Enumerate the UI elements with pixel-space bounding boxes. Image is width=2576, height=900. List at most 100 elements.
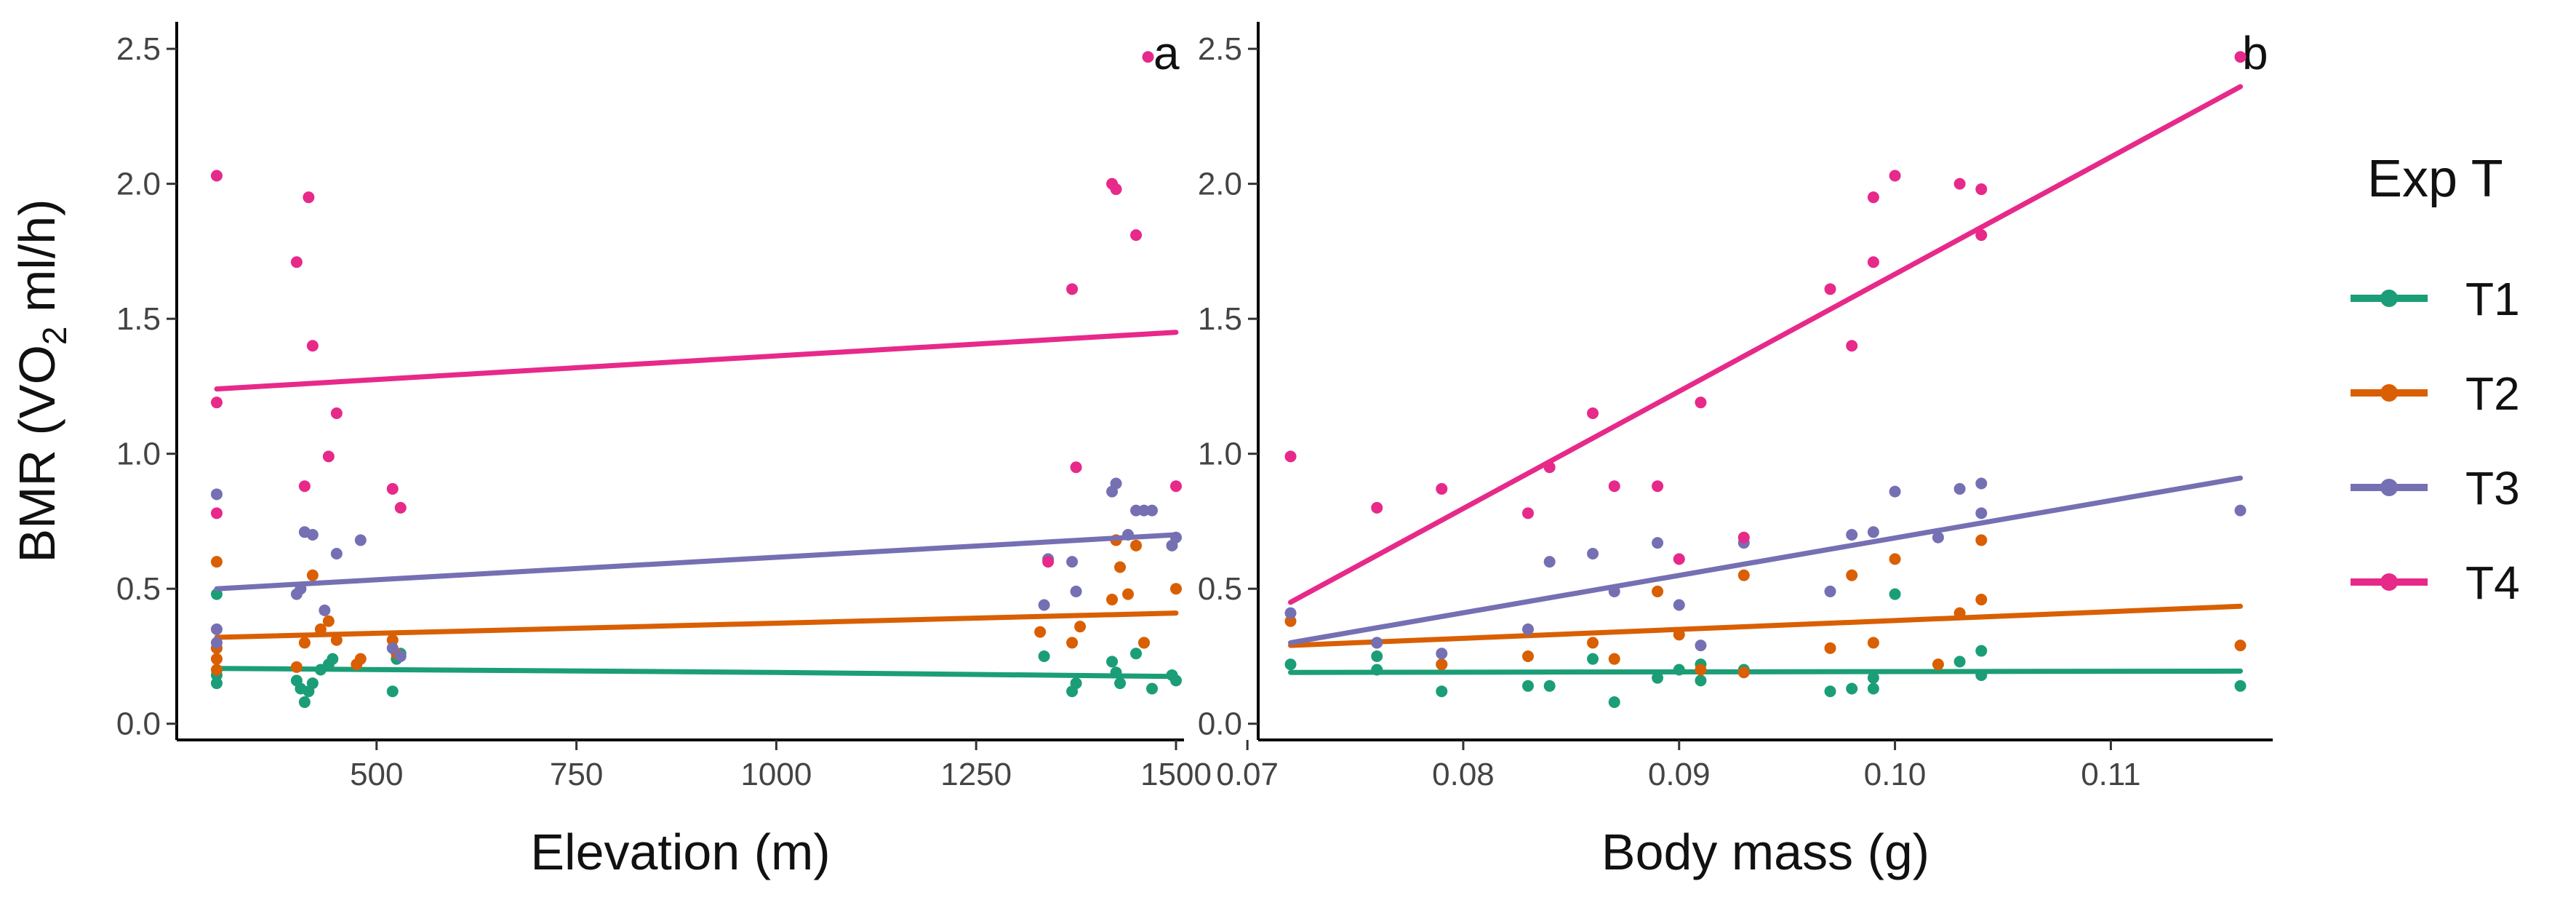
y-tick-label: 0.0 [1198, 706, 1242, 742]
data-point [1889, 553, 1901, 565]
y-tick-label: 1.5 [1198, 301, 1242, 337]
panel-label-b: b [2242, 27, 2268, 79]
data-point [1522, 623, 1535, 635]
data-point [1284, 658, 1297, 671]
data-point [1975, 183, 1988, 196]
data-point [1824, 685, 1836, 698]
data-point [1038, 599, 1050, 611]
data-point [1130, 504, 1143, 517]
data-point [210, 637, 223, 649]
legend-title: Exp T [2367, 150, 2503, 208]
data-point [394, 501, 407, 514]
data-point [306, 529, 319, 541]
data-point [1975, 229, 1988, 242]
data-point [210, 653, 223, 665]
data-point [1587, 637, 1599, 649]
data-point [290, 256, 303, 268]
data-point [1436, 685, 1448, 698]
data-point [1587, 653, 1599, 665]
data-point [1673, 599, 1685, 611]
data-point [1932, 658, 1944, 671]
data-point [1170, 480, 1183, 493]
data-point [210, 556, 223, 568]
data-point [1122, 588, 1135, 600]
data-point [1867, 637, 1879, 649]
data-point [1846, 569, 1858, 581]
fit-line-t2 [1288, 603, 2243, 648]
y-tick-label: 0.5 [116, 571, 161, 607]
data-point [330, 547, 343, 559]
x-tick-label: 1000 [740, 757, 812, 792]
data-point [1130, 648, 1143, 660]
data-point [1146, 682, 1159, 695]
data-point [1867, 526, 1879, 538]
data-point [1114, 561, 1127, 573]
data-point [1953, 656, 1966, 668]
data-point [1284, 450, 1297, 463]
data-point [1543, 680, 1556, 692]
data-point [1170, 583, 1183, 595]
y-tick-label: 1.0 [116, 437, 161, 472]
data-point [1522, 507, 1535, 519]
fit-line-t1 [214, 666, 1179, 680]
legend-item-t2: T2 [2351, 367, 2520, 420]
series-t4 [1284, 51, 2247, 605]
data-point [1695, 640, 1707, 652]
data-point [1975, 594, 1988, 606]
data-point [1975, 534, 1988, 546]
data-point [1070, 585, 1082, 597]
data-point [1284, 615, 1297, 627]
legend-item-t3: T3 [2351, 462, 2520, 514]
data-point [1130, 539, 1143, 551]
data-point [306, 677, 319, 690]
data-point [1436, 648, 1448, 660]
data-point [1070, 677, 1082, 690]
data-point [2234, 680, 2247, 692]
data-point [1932, 531, 1944, 543]
series-t2 [210, 534, 1183, 676]
data-point [1110, 477, 1122, 490]
panel-label-a: a [1153, 27, 1180, 79]
data-point [1543, 556, 1556, 568]
data-point [354, 653, 367, 665]
data-point [394, 650, 407, 662]
data-point [290, 661, 303, 673]
data-point [1371, 637, 1383, 649]
data-point [2234, 640, 2247, 652]
data-point [1652, 480, 1664, 493]
data-point [1652, 585, 1664, 597]
data-point [1130, 229, 1143, 242]
data-point [1608, 696, 1620, 709]
fit-line-t4 [214, 330, 1179, 392]
data-point [1114, 677, 1127, 690]
data-point [1652, 672, 1664, 684]
fit-line-t1 [1288, 668, 2243, 675]
data-point [1138, 637, 1151, 649]
data-point [210, 170, 223, 182]
legend-dot [2380, 290, 2398, 307]
series-t3 [210, 477, 1183, 662]
panel-body-mass: 0.0 0.5 1.0 1.5 2.0 2.5 0.07 0.08 0.09 0.10 0.11 Bo… [1198, 22, 2273, 880]
fit-line-t3 [1288, 475, 2243, 645]
data-point [1975, 477, 1988, 490]
y-axis-title-end: ml/h) [9, 199, 65, 326]
legend-dot [2380, 573, 2398, 591]
y-tick-label: 2.5 [116, 31, 161, 67]
data-point [1975, 645, 1988, 657]
fit-line-t3 [214, 532, 1179, 592]
x-tick-label: 0.07 [1216, 757, 1279, 792]
data-point [1824, 585, 1836, 597]
y-tick-label: 2.5 [1198, 31, 1242, 67]
legend-dot [2380, 384, 2398, 402]
legend-item-t1: T1 [2351, 273, 2520, 325]
data-point [1889, 170, 1901, 182]
y-tick-label: 0.0 [116, 706, 161, 742]
data-point [1953, 178, 1966, 190]
data-point [210, 664, 223, 676]
data-point [1695, 664, 1707, 676]
x-tick-label: 0.10 [1864, 757, 1927, 792]
data-point [1284, 607, 1297, 619]
data-point [1371, 501, 1383, 514]
data-point [386, 634, 399, 646]
legend-dot [2380, 479, 2398, 496]
